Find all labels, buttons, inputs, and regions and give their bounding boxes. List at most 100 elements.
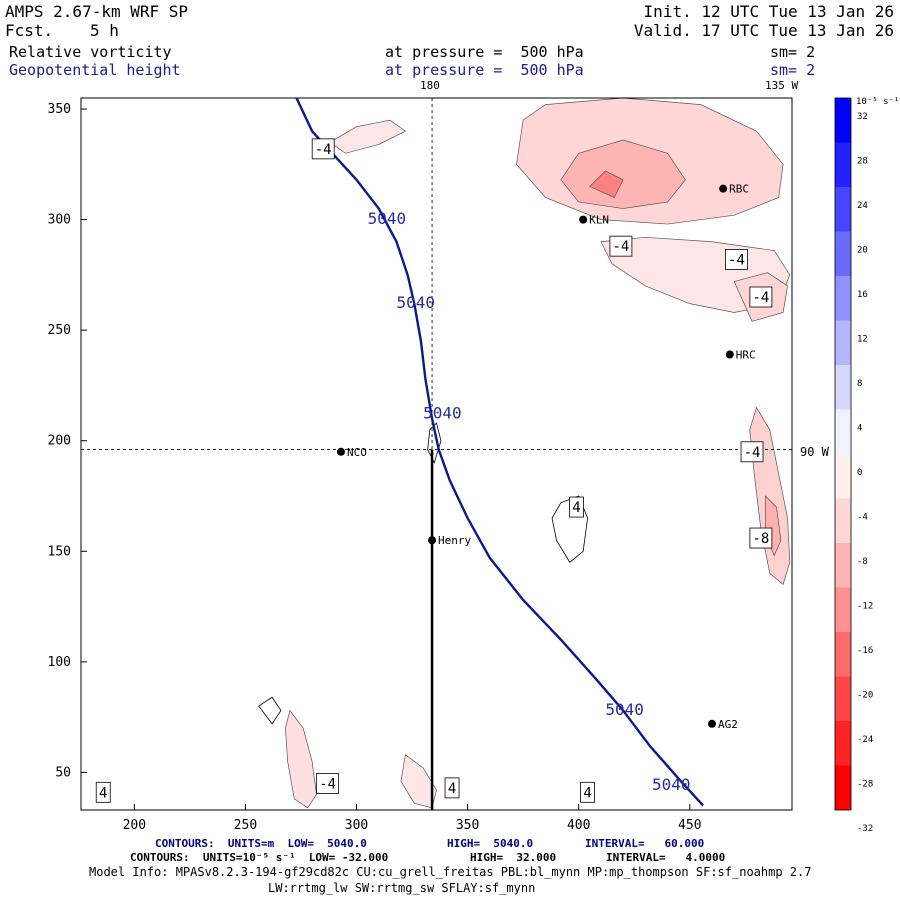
- y-tick-label: 250: [48, 323, 71, 338]
- forecast-value: 5 h: [90, 21, 119, 40]
- axes: 200 250 300 350 400 450 50 100 150 200 250 300 350: [48, 98, 792, 833]
- x-tick-label: 250: [234, 818, 257, 833]
- vorticity-label: -4: [315, 142, 332, 158]
- colorbar-segment: [835, 142, 851, 187]
- valid-time: Valid. 17 UTC Tue 13 Jan 26: [633, 21, 894, 40]
- colorbar-tick-label: -16: [857, 646, 873, 656]
- field2-sm: sm= 2: [770, 61, 816, 79]
- colorbar-tick-label: -24: [857, 735, 873, 745]
- footer-model-info: Model Info: MPASv8.2.3-194-gf29cd82c CU:…: [89, 865, 812, 879]
- vorticity-contour: [427, 422, 442, 464]
- stations-layer: NCO Henry KLN HRC AG2 RBC: [336, 183, 756, 731]
- y-tick-label: 150: [48, 544, 71, 559]
- vorticity-label-box: [580, 781, 595, 803]
- vorticity-label-box: [569, 496, 584, 518]
- contour-labels-layer: -4 -4 -4 -4 -4 -8 4 -4 4 4 4: [95, 138, 773, 803]
- field2-level: at pressure = 500 hPa: [385, 61, 584, 79]
- x-tick-label: 300: [345, 818, 368, 833]
- y-tick-label: 50: [55, 765, 71, 780]
- colorbar-segment: [835, 721, 851, 766]
- colorbar-segment: [835, 231, 851, 276]
- colorbar-tick-label: 4: [857, 423, 862, 433]
- vorticity-contour-layer: [258, 422, 588, 725]
- field2-name: Geopotential height: [9, 61, 181, 79]
- colorbar-segment: [835, 676, 851, 721]
- vorticity-label: 4: [583, 785, 591, 801]
- colorbar-segment: [835, 276, 851, 321]
- colorbar-segment: [835, 587, 851, 632]
- field1-name: Relative vorticity: [9, 43, 172, 61]
- vorticity-region: [285, 709, 317, 809]
- field1-level: at pressure = 500 hPa: [385, 43, 584, 61]
- colorbar-segment: [835, 320, 851, 365]
- colorbar-segment: [835, 498, 851, 543]
- height-contour-label: 5040: [397, 293, 436, 312]
- colorbar-tick-label: -12: [857, 601, 873, 611]
- vorticity-label-box: [740, 441, 764, 463]
- vorticity-label-box: [316, 773, 340, 794]
- field1-sm: sm= 2: [770, 43, 816, 61]
- vorticity-region: [560, 139, 686, 209]
- station-dot: [708, 719, 717, 728]
- footer-model-info-2: LW:rrtmg_lw SW:rrtmg_sw SFLAY:sf_mynn: [268, 881, 536, 895]
- init-time: Init. 12 UTC Tue 13 Jan 26: [643, 2, 894, 21]
- colorbar-segment: [835, 454, 851, 499]
- colorbar-segment: [835, 365, 851, 410]
- forecast-label: Fcst.: [5, 21, 54, 40]
- lon-label-180: 180: [420, 79, 440, 92]
- station-label: KLN: [589, 214, 609, 227]
- vorticity-region: [749, 406, 791, 586]
- footer-height-high: HIGH= 5040.0: [447, 837, 534, 850]
- station-label: AG2: [718, 718, 738, 731]
- colorbar-frame: [834, 97, 852, 811]
- vorticity-label: -4: [728, 252, 745, 268]
- vorticity-label: -4: [319, 776, 336, 792]
- colorbar-unit-label: 10⁻⁵ s⁻¹: [856, 97, 899, 107]
- colorbar-tick-label: -4: [857, 512, 868, 522]
- station-dot: [725, 350, 734, 359]
- station-label: Henry: [438, 534, 471, 547]
- colorbar-tick-label: -28: [857, 779, 873, 789]
- station-label: HRC: [736, 348, 756, 361]
- footer-height-contours: CONTOURS: UNITS=m LOW= 5040.0: [155, 837, 367, 850]
- footer-height-interval: INTERVAL= 60.000: [585, 837, 705, 850]
- vorticity-region: [589, 170, 624, 198]
- colorbar-segment: [835, 187, 851, 232]
- footer-vort-interval: INTERVAL= 4.0000: [606, 851, 726, 864]
- plot-frame: [80, 97, 793, 811]
- colorbar-segment: [835, 409, 851, 454]
- colorbar-tick-label: 20: [857, 245, 868, 255]
- station-dot: [719, 184, 728, 193]
- vorticity-label: -4: [612, 239, 629, 255]
- height-contour-5040: [295, 97, 705, 807]
- height-contour-label: 5040: [652, 775, 691, 794]
- vorticity-contour: [258, 696, 282, 725]
- height-contour-layer: 5040 5040 5040 5040 5040: [295, 97, 705, 807]
- vorticity-label: 4: [572, 500, 580, 516]
- colorbar-tick-label: -20: [857, 690, 873, 700]
- colorbar-segment: [835, 543, 851, 588]
- y-tick-label: 350: [48, 102, 71, 117]
- colorbar: 32 28 24 20 16 12 8 4 0 -4 -8 -12 -16 -20 -24 -28 -32 10⁻…: [834, 97, 899, 834]
- vorticity-label-box: [444, 777, 460, 799]
- colorbar-segment: [835, 632, 851, 677]
- vorticity-label-box: [749, 527, 773, 549]
- station-dot: [428, 536, 437, 545]
- colorbar-tick-label: 32: [857, 112, 868, 122]
- vorticity-label: -8: [752, 531, 769, 547]
- colorbar-tick-label: 12: [857, 334, 868, 344]
- colorbar-tick-label: -32: [857, 824, 873, 834]
- vorticity-label-box: [749, 286, 773, 308]
- x-tick-label: 450: [678, 818, 701, 833]
- vorticity-label: 4: [448, 781, 456, 797]
- station-label: NCO: [347, 446, 367, 459]
- footer-vort-contours: CONTOURS: UNITS=10⁻⁵ s⁻¹ LOW= -32.000: [130, 851, 389, 864]
- y-tick-label: 200: [48, 434, 71, 449]
- vorticity-label-box: [609, 235, 633, 257]
- vorticity-label: -4: [752, 290, 769, 306]
- model-title: AMPS 2.67-km WRF SP: [5, 2, 189, 21]
- y-tick-label: 100: [48, 655, 71, 670]
- station-dot: [336, 447, 345, 456]
- height-contour-label: 5040: [605, 700, 644, 719]
